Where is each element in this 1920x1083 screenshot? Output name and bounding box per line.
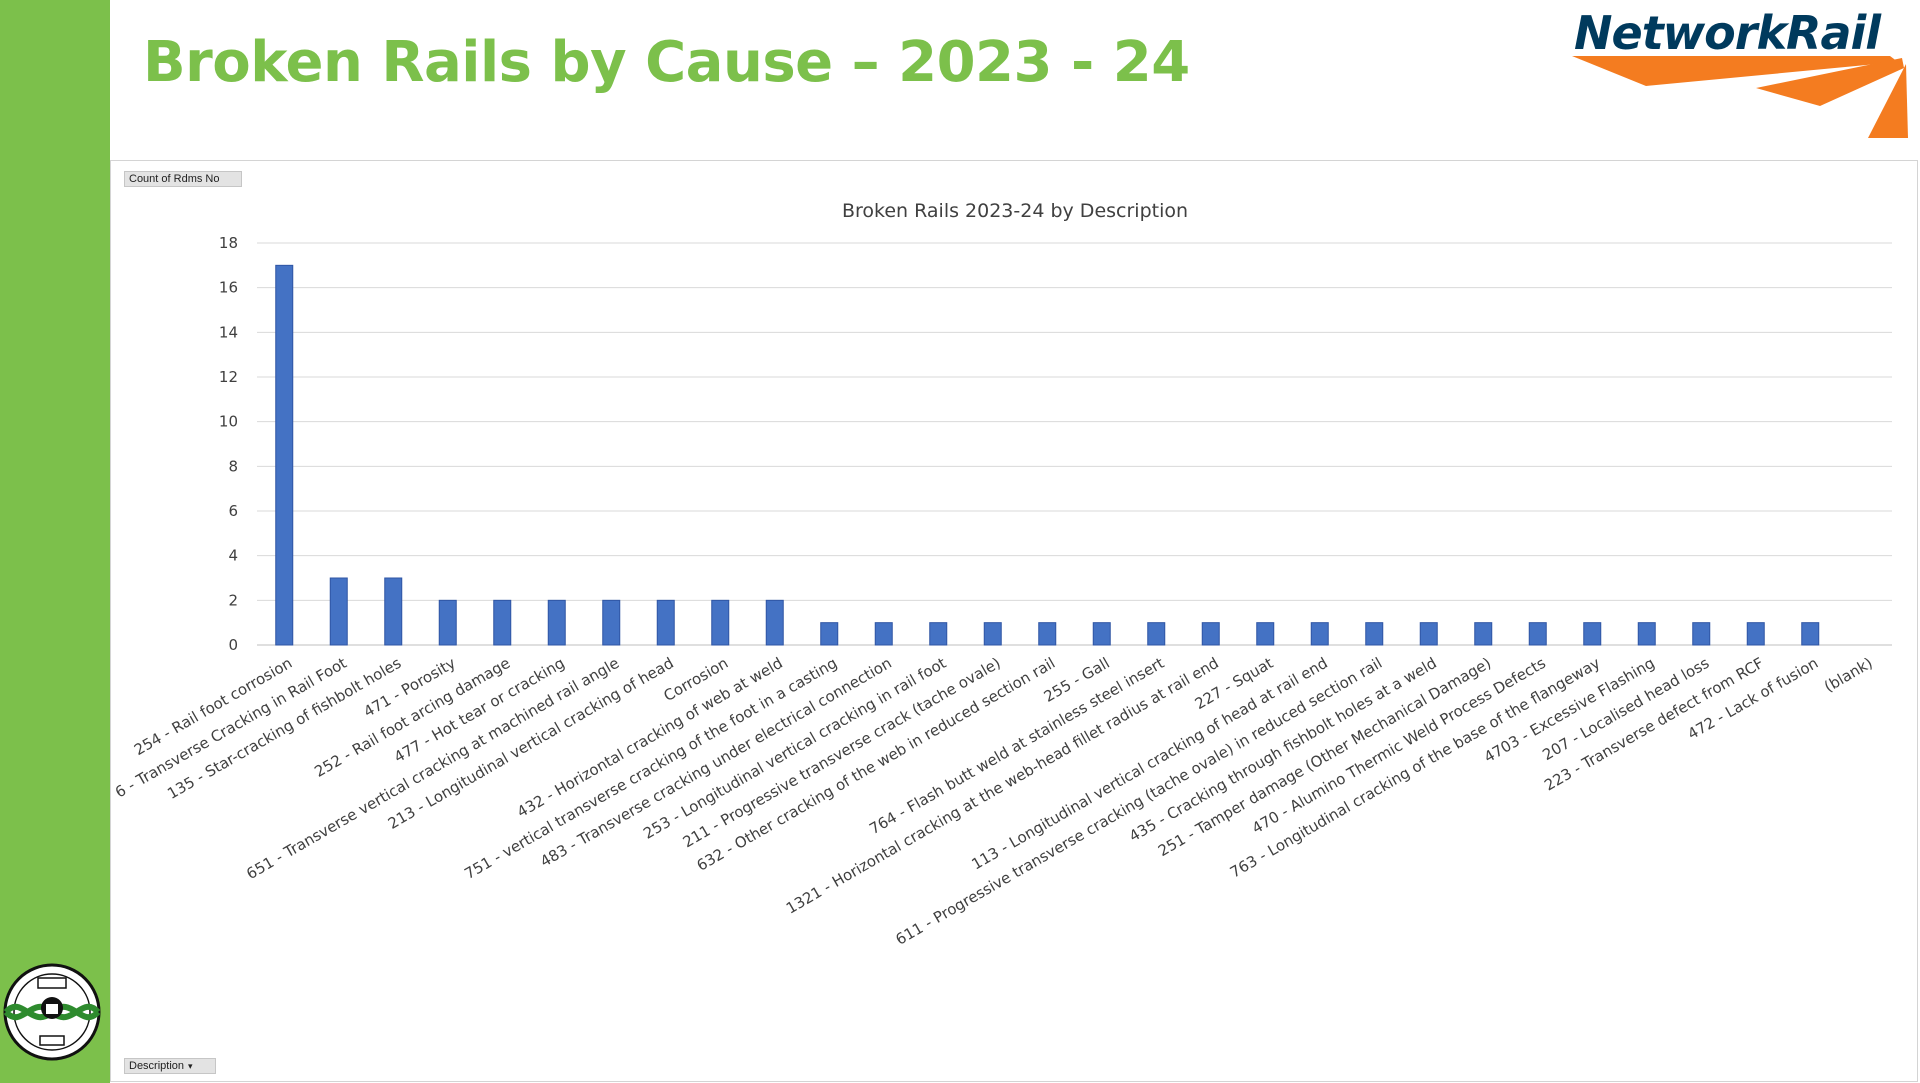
pivot-axis-field-button[interactable]: Description ▾ — [124, 1058, 216, 1074]
bar — [1528, 622, 1547, 646]
x-tick-label: 135 - Star-cracking of fishbolt holes — [164, 654, 404, 803]
y-tick-label: 2 — [228, 591, 238, 609]
bar — [874, 622, 893, 646]
bar — [384, 577, 403, 646]
pivot-axis-field-label: Description — [129, 1060, 185, 1072]
bar — [1147, 622, 1166, 646]
bar — [1201, 622, 1220, 646]
y-axis-ticks: 0 2 4 6 8 10 12 14 16 18 — [219, 234, 238, 654]
bar — [656, 599, 675, 646]
logo-swoosh-icon — [1572, 56, 1908, 138]
bar — [1365, 622, 1384, 646]
bar — [547, 599, 566, 646]
gridlines — [257, 242, 1892, 646]
bar — [1637, 622, 1656, 646]
logo-wordmark: NetworkRail — [1574, 6, 1881, 60]
bar — [1583, 622, 1602, 646]
x-tick-label: (blank) — [1821, 654, 1876, 696]
chevron-down-icon[interactable]: ▾ — [188, 1061, 193, 1071]
bar — [929, 622, 948, 646]
bar — [1419, 622, 1438, 646]
bar — [602, 599, 621, 646]
bar — [1038, 622, 1057, 646]
bar — [820, 622, 839, 646]
side-accent-bar — [0, 0, 110, 1083]
bar — [1801, 622, 1820, 646]
y-tick-label: 18 — [219, 234, 238, 252]
x-tick-label: 6 - Transverse Cracking in Rail Foot — [112, 654, 350, 802]
y-tick-label: 6 — [228, 502, 238, 520]
bar — [1092, 622, 1111, 646]
bar — [275, 264, 294, 646]
y-tick-label: 8 — [228, 457, 238, 475]
bar — [1256, 622, 1275, 646]
y-tick-label: 16 — [219, 279, 238, 297]
bar — [1310, 622, 1329, 646]
y-tick-label: 12 — [219, 368, 238, 386]
y-tick-label: 10 — [219, 413, 238, 431]
pivot-value-field-label: Count of Rdms No — [129, 173, 220, 185]
bars — [275, 264, 1820, 646]
bar — [1474, 622, 1493, 646]
bar — [493, 599, 512, 646]
slide-title: Broken Rails by Cause – 2023 - 24 — [143, 30, 1190, 95]
bar — [1746, 622, 1765, 646]
bar — [329, 577, 348, 646]
bar — [711, 599, 730, 646]
y-tick-label: 0 — [228, 636, 238, 654]
chart-title: Broken Rails 2023-24 by Description — [842, 200, 1188, 222]
y-tick-label: 4 — [228, 547, 238, 565]
network-rail-logo: NetworkRail — [1568, 6, 1908, 140]
bar — [983, 622, 1002, 646]
y-tick-label: 14 — [219, 323, 238, 341]
bar — [438, 599, 457, 646]
pivot-value-field-button[interactable]: Count of Rdms No — [124, 171, 242, 187]
union-seal-icon — [3, 963, 101, 1061]
bar — [1692, 622, 1711, 646]
bar — [765, 599, 784, 646]
chart-frame — [110, 160, 1918, 1082]
